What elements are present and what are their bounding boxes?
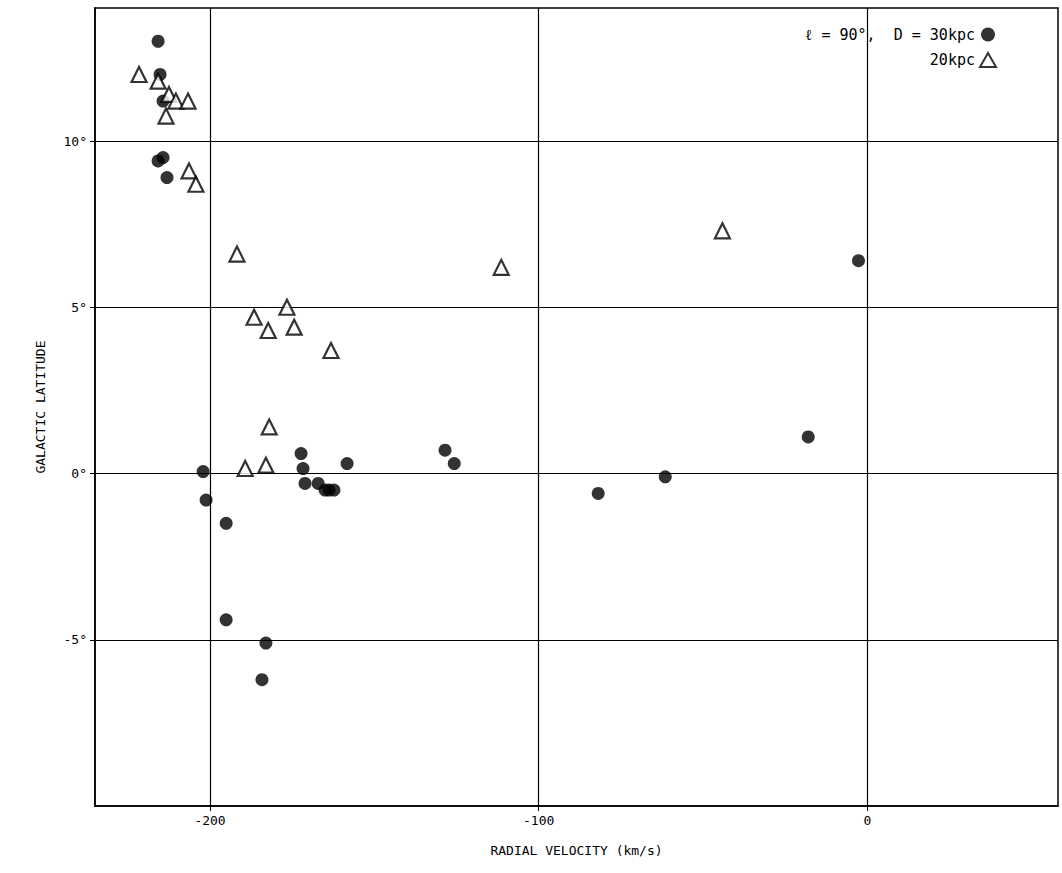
svg-text:5°: 5°: [71, 300, 87, 315]
svg-text:10°: 10°: [64, 134, 87, 149]
svg-text:GALACTIC LATITUDE: GALACTIC LATITUDE: [33, 340, 48, 473]
svg-text:-200: -200: [194, 813, 225, 828]
svg-text:ℓ = 90°, D = 30kpc: ℓ = 90°, D = 30kpc: [805, 26, 975, 44]
svg-text:RADIAL VELOCITY (km/s): RADIAL VELOCITY (km/s): [490, 843, 662, 858]
svg-text:0°: 0°: [71, 466, 87, 481]
svg-text:-100: -100: [523, 813, 554, 828]
svg-text:0: 0: [863, 813, 871, 828]
svg-text:-5°: -5°: [64, 632, 87, 647]
svg-text:20kpc: 20kpc: [930, 51, 975, 69]
